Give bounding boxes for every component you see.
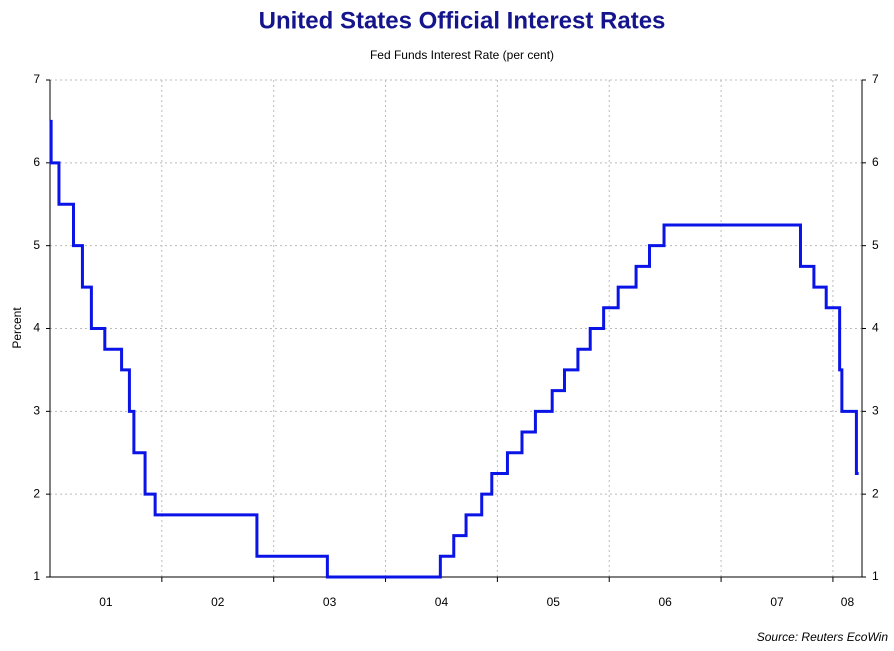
x-tick-label: 01 <box>99 595 113 609</box>
y-tick-label: 6 <box>33 155 40 169</box>
y2-tick-label: 2 <box>872 486 879 500</box>
y2-tick-label: 3 <box>872 404 879 418</box>
x-tick-label: 07 <box>770 595 784 609</box>
x-tick-label: 04 <box>435 595 449 609</box>
source-note: Source: Reuters EcoWin <box>757 630 889 644</box>
x-tick-label: 05 <box>547 595 561 609</box>
chart-subtitle: Fed Funds Interest Rate (per cent) <box>370 48 554 62</box>
y2-tick-label: 7 <box>872 72 879 86</box>
x-tick-label: 03 <box>323 595 337 609</box>
y-tick-label: 4 <box>33 321 40 335</box>
y-tick-label: 5 <box>33 238 40 252</box>
chart-title: United States Official Interest Rates <box>259 7 666 34</box>
rate-line <box>49 119 859 579</box>
y-axis-label: Percent <box>10 307 24 349</box>
y-tick-label: 2 <box>33 486 40 500</box>
x-tick-label: 08 <box>841 595 855 609</box>
y-tick-label: 1 <box>33 569 40 583</box>
y2-tick-label: 1 <box>872 569 879 583</box>
y-tick-label: 7 <box>33 72 40 86</box>
y-tick-label: 3 <box>33 404 40 418</box>
x-tick-label: 06 <box>658 595 672 609</box>
x-tick-label: 02 <box>211 595 225 609</box>
y2-tick-label: 5 <box>872 238 879 252</box>
y2-tick-label: 4 <box>872 321 879 335</box>
y2-tick-label: 6 <box>872 155 879 169</box>
